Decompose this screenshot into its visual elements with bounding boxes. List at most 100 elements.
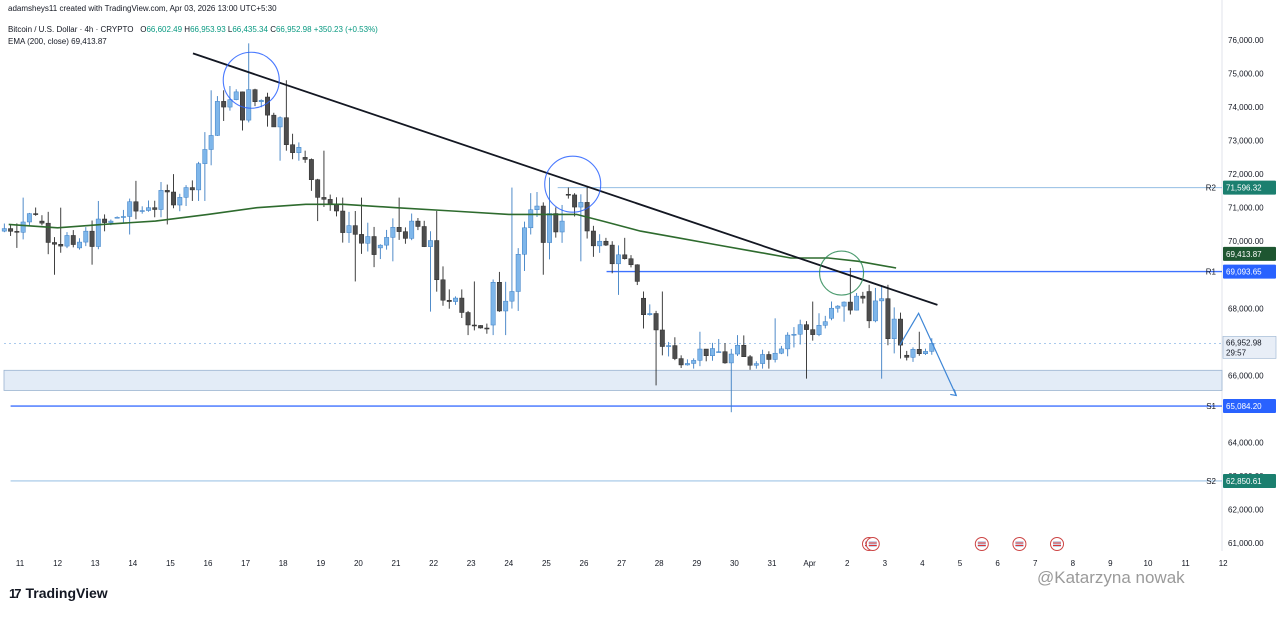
candle-body[interactable]	[816, 325, 822, 335]
candle-body[interactable]	[822, 321, 828, 326]
candle-body[interactable]	[302, 157, 308, 160]
candle-body[interactable]	[246, 89, 252, 121]
candle-body[interactable]	[271, 114, 277, 128]
highlight-circle[interactable]	[544, 155, 602, 213]
candle-body[interactable]	[522, 227, 527, 255]
candle-body[interactable]	[478, 325, 484, 329]
candle-body[interactable]	[70, 235, 76, 245]
candle-body[interactable]	[778, 348, 784, 354]
candle-body[interactable]	[553, 213, 559, 233]
candle-body[interactable]	[791, 333, 797, 336]
candle-body[interactable]	[265, 96, 270, 116]
candle-body[interactable]	[365, 236, 371, 244]
candle-body[interactable]	[572, 194, 578, 208]
candle-body[interactable]	[214, 101, 220, 136]
candle-body[interactable]	[64, 235, 70, 247]
candle-body[interactable]	[102, 218, 108, 223]
candle-body[interactable]	[829, 307, 834, 319]
candle-body[interactable]	[810, 329, 816, 335]
candle-body[interactable]	[459, 297, 465, 313]
candle-body[interactable]	[565, 194, 571, 196]
candle-body[interactable]	[559, 220, 565, 233]
candle-body[interactable]	[540, 205, 546, 243]
candle-body[interactable]	[8, 228, 14, 232]
candle-body[interactable]	[678, 358, 684, 366]
candle-body[interactable]	[440, 279, 446, 301]
candle-body[interactable]	[847, 301, 853, 311]
candle-body[interactable]	[628, 258, 634, 266]
candle-body[interactable]	[753, 363, 759, 366]
candle-body[interactable]	[609, 244, 615, 265]
candle-body[interactable]	[666, 345, 672, 347]
candle-body[interactable]	[20, 221, 26, 233]
candle-body[interactable]	[277, 117, 283, 128]
candle-body[interactable]	[14, 231, 20, 233]
candle-body[interactable]	[39, 220, 45, 224]
highlight-circle[interactable]	[222, 51, 280, 109]
candle-body[interactable]	[371, 236, 377, 255]
candle-body[interactable]	[547, 213, 552, 243]
candle-body[interactable]	[58, 244, 64, 247]
candle-body[interactable]	[891, 318, 897, 339]
candle-body[interactable]	[340, 210, 346, 233]
candle-body[interactable]	[916, 349, 922, 354]
candle-body[interactable]	[283, 117, 289, 145]
candle-body[interactable]	[77, 241, 82, 249]
candle-body[interactable]	[227, 99, 233, 108]
candle-body[interactable]	[860, 295, 866, 299]
candle-body[interactable]	[95, 218, 101, 247]
candle-body[interactable]	[390, 227, 396, 238]
candle-body[interactable]	[453, 297, 458, 302]
candle-body[interactable]	[120, 216, 126, 218]
candle-body[interactable]	[221, 101, 227, 108]
candle-body[interactable]	[108, 220, 114, 223]
candle-body[interactable]	[83, 230, 89, 243]
candle-body[interactable]	[503, 300, 509, 312]
candle-body[interactable]	[202, 149, 208, 164]
candle-body[interactable]	[641, 297, 646, 315]
candle-body[interactable]	[133, 201, 139, 212]
candle-body[interactable]	[879, 298, 885, 302]
candle-body[interactable]	[196, 163, 202, 191]
candle-body[interactable]	[252, 89, 258, 102]
candle-body[interactable]	[1, 228, 7, 232]
candle-body[interactable]	[603, 240, 609, 246]
candle-body[interactable]	[923, 351, 928, 354]
candle-body[interactable]	[171, 191, 176, 206]
candle-body[interactable]	[377, 244, 383, 249]
candle-body[interactable]	[321, 197, 327, 200]
candle-body[interactable]	[841, 301, 847, 307]
highlight-circle[interactable]	[819, 250, 865, 296]
candle-body[interactable]	[672, 345, 678, 359]
candle-body[interactable]	[597, 240, 603, 247]
candle-body[interactable]	[741, 344, 747, 357]
candle-body[interactable]	[835, 305, 841, 309]
candle-body[interactable]	[384, 237, 390, 246]
candle-body[interactable]	[315, 179, 321, 198]
candle-body[interactable]	[866, 291, 872, 322]
candle-body[interactable]	[496, 282, 502, 312]
candle-body[interactable]	[296, 147, 302, 153]
candle-body[interactable]	[327, 199, 333, 205]
candle-body[interactable]	[189, 187, 195, 191]
candle-body[interactable]	[308, 159, 314, 180]
candle-body[interactable]	[158, 190, 164, 210]
candle-body[interactable]	[484, 327, 490, 330]
candle-body[interactable]	[421, 226, 427, 247]
candle-body[interactable]	[409, 220, 415, 239]
candle-body[interactable]	[152, 207, 158, 210]
candle-body[interactable]	[885, 298, 891, 339]
candle-body[interactable]	[854, 295, 860, 311]
candle-body[interactable]	[359, 234, 364, 244]
candle-body[interactable]	[710, 348, 715, 356]
candle-body[interactable]	[139, 210, 145, 212]
candle-body[interactable]	[797, 324, 803, 335]
candle-body[interactable]	[534, 205, 540, 210]
candle-body[interactable]	[590, 230, 596, 247]
candle-body[interactable]	[910, 349, 916, 358]
candle-body[interactable]	[146, 207, 151, 211]
candle-body[interactable]	[290, 144, 296, 153]
candle-body[interactable]	[659, 329, 665, 347]
symbol-title[interactable]: Bitcoin / U.S. Dollar · 4h · CRYPTO	[8, 25, 134, 34]
